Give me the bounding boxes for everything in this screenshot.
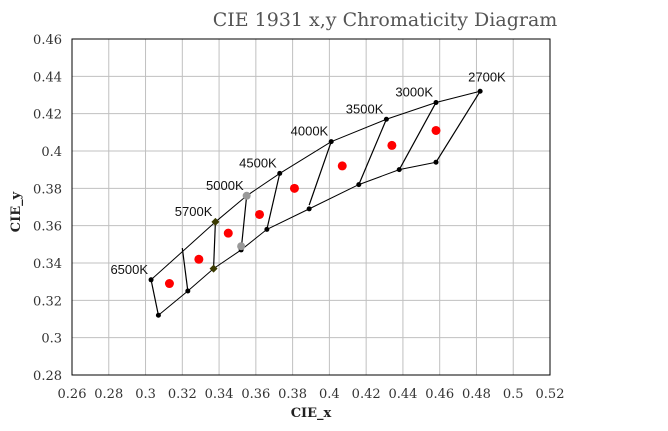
x-tick-label: 0.48 bbox=[462, 387, 491, 402]
cct-label: 4500K bbox=[239, 155, 277, 170]
center-point bbox=[432, 126, 441, 135]
lower-boundary-point bbox=[434, 160, 439, 165]
cct-labels: 6500K 5700K 5000K 4500K 4000K 3500K 3000K 2700K bbox=[110, 69, 506, 277]
x-tick-label: 0.44 bbox=[388, 387, 417, 402]
cct-step-line bbox=[436, 91, 480, 162]
cct-label: 5000K bbox=[206, 178, 244, 193]
lower-boundary-point bbox=[185, 289, 190, 294]
chromaticity-chart: CIE 1931 x,y Chromaticity Diagram 0.280.… bbox=[0, 0, 668, 431]
center-point bbox=[255, 210, 264, 219]
x-tick-labels: 0.26 0.28 0.3 0.32 0.34 0.36 0.38 0.4 0.42 0.44 0.… bbox=[58, 387, 565, 402]
x-tick-label: 0.28 bbox=[94, 387, 123, 402]
y-tick-label: 0.28 bbox=[33, 369, 62, 384]
upper-boundary-point bbox=[434, 100, 439, 105]
x-tick-label: 0.5 bbox=[503, 387, 524, 402]
x-tick-label: 0.52 bbox=[536, 387, 565, 402]
y-tick-label: 0.32 bbox=[33, 294, 62, 309]
cct-label: 5700K bbox=[175, 204, 213, 219]
lower-boundary-point bbox=[264, 227, 269, 232]
plot-frame bbox=[72, 39, 550, 375]
cct-step-line bbox=[241, 196, 247, 250]
lower-boundary-point bbox=[307, 206, 312, 211]
upper-boundary-point bbox=[384, 117, 389, 122]
center-point bbox=[290, 184, 299, 193]
y-tick-label: 0.44 bbox=[33, 70, 62, 85]
x-tick-label: 0.3 bbox=[135, 387, 156, 402]
y-tick-labels: 0.28 0.3 0.32 0.34 0.36 0.38 0.4 0.42 0.44 0.46 bbox=[33, 33, 62, 384]
x-tick-label: 0.42 bbox=[352, 387, 381, 402]
y-tick-label: 0.36 bbox=[33, 220, 62, 235]
y-tick-label: 0.42 bbox=[33, 108, 62, 123]
y-tick-label: 0.3 bbox=[41, 332, 62, 347]
cct-label: 2700K bbox=[468, 69, 506, 84]
x-tick-label: 0.32 bbox=[168, 387, 197, 402]
y-tick-label: 0.46 bbox=[33, 33, 62, 48]
cct-step-line bbox=[214, 222, 216, 269]
y-tick-label: 0.34 bbox=[33, 257, 62, 272]
center-point bbox=[387, 141, 396, 150]
cct-step-line bbox=[267, 173, 280, 229]
center-point bbox=[338, 161, 347, 170]
lower-boundary-point bbox=[156, 313, 161, 318]
grid bbox=[72, 39, 550, 375]
upper-boundary-point bbox=[329, 139, 334, 144]
special-marker-circle bbox=[243, 192, 251, 200]
cct-label: 3000K bbox=[395, 84, 433, 99]
y-tick-label: 0.4 bbox=[41, 145, 62, 160]
cct-label: 3500K bbox=[346, 101, 384, 116]
x-tick-label: 0.34 bbox=[205, 387, 234, 402]
x-tick-label: 0.4 bbox=[319, 387, 340, 402]
center-point bbox=[194, 255, 203, 264]
lower-boundary-point bbox=[397, 167, 402, 172]
upper-boundary-point bbox=[478, 89, 483, 94]
cct-label: 4000K bbox=[291, 124, 329, 139]
special-marker-circle bbox=[237, 242, 245, 250]
upper-boundary-point bbox=[149, 277, 154, 282]
x-axis-label: CIE_x bbox=[291, 406, 332, 421]
lower-boundary-point bbox=[356, 182, 361, 187]
chart-title: CIE 1931 x,y Chromaticity Diagram bbox=[213, 9, 558, 31]
center-point bbox=[224, 229, 233, 238]
y-tick-label: 0.38 bbox=[33, 182, 62, 197]
center-point bbox=[165, 279, 174, 288]
cct-step-line bbox=[151, 280, 158, 315]
x-tick-label: 0.26 bbox=[58, 387, 87, 402]
x-tick-label: 0.36 bbox=[241, 387, 270, 402]
x-tick-label: 0.46 bbox=[425, 387, 454, 402]
x-tick-label: 0.38 bbox=[278, 387, 307, 402]
upper-boundary-point bbox=[277, 171, 282, 176]
cct-label: 6500K bbox=[110, 262, 148, 277]
cct-step-line bbox=[182, 248, 188, 291]
y-axis-label: CIE_y bbox=[9, 191, 24, 232]
